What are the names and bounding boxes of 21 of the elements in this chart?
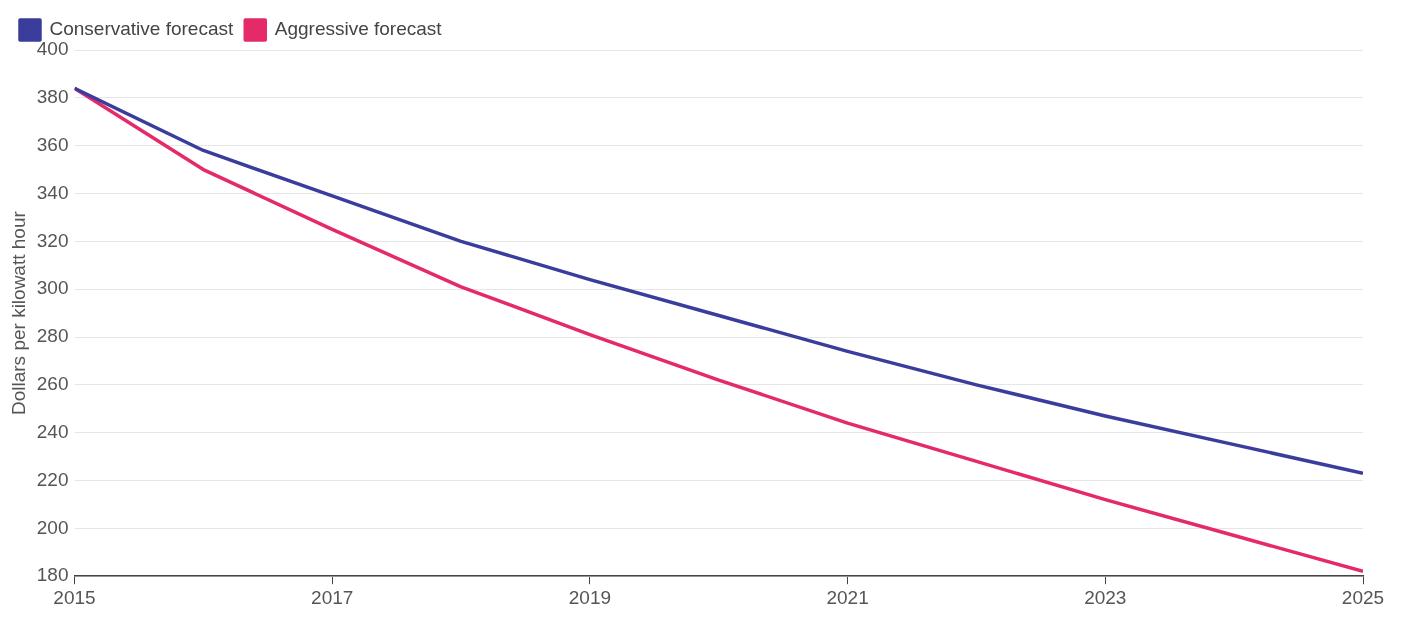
x-tick-label: 2019	[568, 586, 612, 608]
y-tick-label: 180	[36, 564, 69, 586]
legend-label: Conservative forecast	[49, 18, 234, 40]
y-tick-label: 240	[36, 420, 69, 442]
y-tick-label: 300	[36, 277, 69, 299]
y-tick-label: 340	[36, 181, 69, 203]
legend-label: Aggressive forecast	[274, 18, 443, 40]
y-tick-label: 220	[36, 468, 69, 490]
y-axis-title: Dollars per kilowatt hour	[7, 210, 29, 416]
y-tick-label: 380	[36, 86, 69, 108]
x-tick-label: 2025	[1341, 586, 1385, 608]
y-tick-label: 260	[36, 373, 69, 395]
y-tick-label: 280	[36, 325, 69, 347]
x-tick-label: 2017	[311, 586, 354, 608]
x-tick-label: 2023	[1084, 586, 1127, 608]
y-tick-label: 320	[36, 229, 69, 251]
y-tick-label: 200	[36, 516, 69, 538]
x-tick-label: 2015	[53, 586, 96, 608]
x-tick-label: 2021	[826, 586, 869, 608]
y-tick-label: 400	[36, 38, 69, 60]
y-tick-label: 360	[36, 133, 69, 155]
